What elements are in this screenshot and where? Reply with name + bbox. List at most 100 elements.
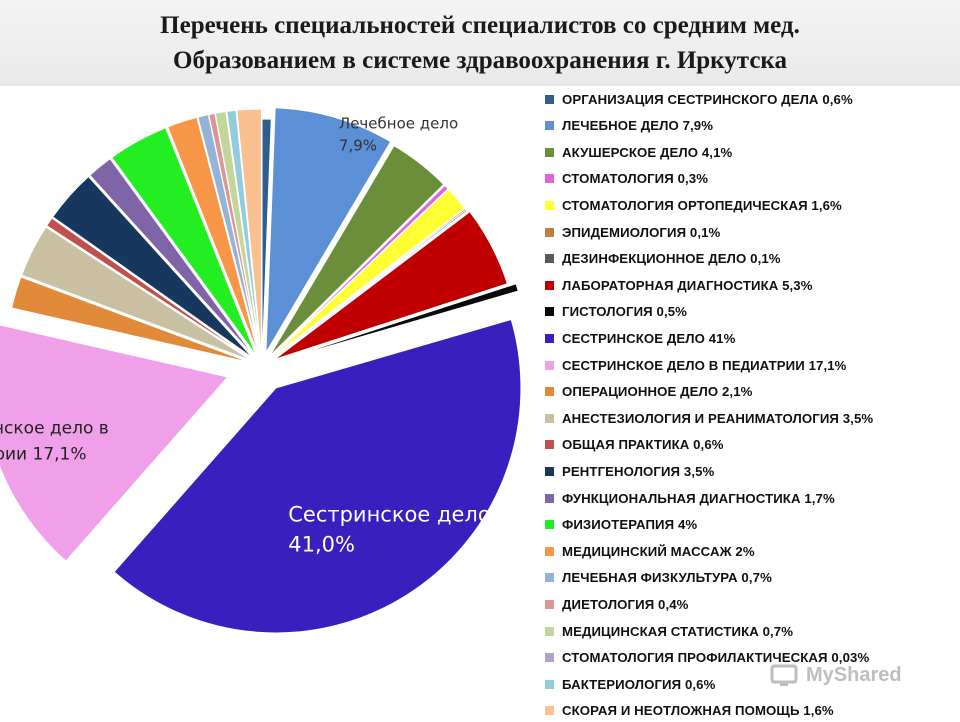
legend-label: СЕСТРИНСКОЕ ДЕЛО В ПЕДИАТРИИ 17,1% — [562, 357, 847, 373]
legend-item: СЕСТРИНСКОЕ ДЕЛО 41% — [545, 327, 735, 349]
legend-swatch — [545, 147, 554, 157]
legend-item: ЛЕЧЕБНАЯ ФИЗКУЛЬТУРА 0,7% — [545, 567, 772, 589]
legend-label: ДЕЗИНФЕКЦИОННОЕ ДЕЛО 0,1% — [562, 251, 781, 267]
legend-item: ЭПИДЕМИОЛОГИЯ 0,1% — [545, 221, 720, 243]
legend-item: АНЕСТЕЗИОЛОГИЯ И РЕАНИМАТОЛОГИЯ 3,5% — [545, 407, 873, 429]
legend-swatch — [545, 573, 554, 583]
slice-data-label: Лечебное дело — [339, 114, 458, 132]
legend-label: СТОМАТОЛОГИЯ ПРОФИЛАКТИЧЕСКАЯ 0,03% — [562, 650, 870, 666]
chart-title-line-1: Перечень специальностей специалистов со … — [160, 12, 800, 39]
legend-swatch — [545, 254, 554, 264]
pie-slice — [261, 118, 272, 365]
pie-slice — [282, 283, 519, 361]
pie-slice — [111, 127, 257, 356]
legend-item: ЛЕЧЕБНОЕ ДЕЛО 7,9% — [545, 115, 713, 137]
pie-slice — [270, 188, 466, 359]
legend-label: ЭПИДЕМИОЛОГИЯ 0,1% — [562, 224, 721, 240]
pie-slice — [52, 175, 254, 359]
pie-slice — [21, 226, 252, 362]
title-bar: Перечень специальностей специалистов со … — [0, 0, 960, 86]
legend-swatch — [545, 466, 554, 476]
legend-swatch — [545, 387, 554, 397]
pie-slice — [268, 144, 445, 357]
legend-swatch — [545, 360, 554, 370]
legend-item: СТОМАТОЛОГИЯ ОРТОПЕДИЧЕСКАЯ 1,6% — [545, 194, 842, 216]
watermark-logo-icon — [770, 664, 798, 686]
legend-label: БАКТЕРИОЛОГИЯ 0,6% — [562, 676, 716, 692]
legend-swatch — [545, 626, 554, 636]
legend-item: ОРГАНИЗАЦИЯ СЕСТРИНСКОГО ДЕЛА 0,6% — [545, 88, 853, 110]
legend-item: СТОМАТОЛОГИЯ ПРОФИЛАКТИЧЕСКАЯ 0,03% — [545, 647, 869, 669]
legend-swatch — [545, 200, 554, 210]
legend-item: ФУНКЦИОНАЛЬНАЯ ДИАГНОСТИКА 1,7% — [545, 487, 835, 509]
legend-label: СКОРАЯ И НЕОТЛОЖНАЯ ПОМОЩЬ 1,6% — [562, 703, 834, 719]
pie-slice — [113, 318, 522, 634]
legend-swatch — [545, 546, 554, 556]
legend-item: СЕСТРИНСКОЕ ДЕЛО В ПЕДИАТРИИ 17,1% — [545, 354, 847, 376]
pie-slice — [226, 109, 262, 355]
slice-data-label: 41,0% — [288, 533, 355, 557]
legend-swatch — [545, 94, 554, 104]
legend-label: ОПЕРАЦИОННОЕ ДЕЛО 2,1% — [562, 384, 753, 400]
legend-item: АКУШЕРСКОЕ ДЕЛО 4,1% — [545, 141, 732, 163]
legend-swatch — [545, 493, 554, 503]
legend-label: ЛАБОРАТОРНАЯ ДИАГНОСТИКА 5,3% — [562, 277, 813, 293]
legend-swatch — [545, 174, 554, 184]
legend-label: ДИЕТОЛОГИЯ 0,4% — [562, 596, 689, 612]
legend-item: ОПЕРАЦИОННОЕ ДЕЛО 2,1% — [545, 381, 752, 403]
pie-slice — [270, 184, 449, 359]
legend-label: ГИСТОЛОГИЯ 0,5% — [562, 304, 687, 320]
pie-slice — [271, 209, 468, 360]
legend-swatch — [545, 333, 554, 343]
legend-swatch — [545, 121, 554, 131]
pie-chart: Лечебное дело 7,9% Сестринское дело в педиа… — [0, 107, 522, 634]
pie-slice — [274, 211, 509, 360]
legend-item: ГИСТОЛОГИЯ 0,5% — [545, 301, 687, 323]
chart-title-line-2: Образованием в системе здравоохранения г… — [173, 47, 787, 74]
legend-item: МЕДИЦИНСКАЯ СТАТИСТИКА 0,7% — [545, 620, 793, 642]
legend-label: РЕНТГЕНОЛОГИЯ 3,5% — [562, 463, 715, 479]
legend-swatch — [545, 679, 554, 689]
legend-label: ФУНКЦИОНАЛЬНАЯ ДИАГНОСТИКА 1,7% — [562, 490, 835, 506]
pie-slice — [265, 107, 392, 353]
legend-swatch — [545, 440, 554, 450]
legend-item: МЕДИЦИНСКИЙ МАССАЖ 2% — [545, 540, 755, 562]
pie-slice — [236, 108, 262, 355]
pie-slice — [89, 158, 255, 358]
legend-item: ФИЗИОТЕРАПИЯ 4% — [545, 514, 697, 536]
legend-item: РЕНТГЕНОЛОГИЯ 3,5% — [545, 460, 714, 482]
legend-label: АНЕСТЕЗИОЛОГИЯ И РЕАНИМАТОЛОГИЯ 3,5% — [562, 410, 874, 426]
slice-data-label: 7,9% — [339, 136, 377, 154]
slice-data-label: Сестринское дело в — [0, 418, 109, 438]
legend-label: ЛЕЧЕБНАЯ ФИЗКУЛЬТУРА 0,7% — [562, 570, 772, 586]
legend-item: СТОМАТОЛОГИЯ 0,3% — [545, 168, 708, 190]
legend-item: СКОРАЯ И НЕОТЛОЖНАЯ ПОМОЩЬ 1,6% — [545, 700, 834, 722]
legend-label: СЕСТРИНСКОЕ ДЕЛО 41% — [562, 330, 736, 346]
legend-label: ОБЩАЯ ПРАКТИКА 0,6% — [562, 437, 724, 453]
legend-swatch — [545, 280, 554, 290]
legend-label: МЕДИЦИНСКАЯ СТАТИСТИКА 0,7% — [562, 623, 794, 639]
legend-swatch — [545, 520, 554, 530]
legend-swatch — [545, 599, 554, 609]
legend-item: ДЕЗИНФЕКЦИОННОЕ ДЕЛО 0,1% — [545, 248, 781, 270]
watermark-text: MyShared — [806, 663, 902, 686]
pie-slice — [45, 217, 253, 360]
legend-item: ОБЩАЯ ПРАКТИКА 0,6% — [545, 434, 724, 456]
legend-swatch — [545, 706, 554, 716]
watermark: MyShared — [770, 662, 902, 688]
pie-slice — [11, 276, 251, 364]
legend-item: БАКТЕРИОЛОГИЯ 0,6% — [545, 673, 715, 695]
legend-item: ДИЕТОЛОГИЯ 0,4% — [545, 593, 689, 615]
legend-swatch — [545, 227, 554, 237]
legend-label: СТОМАТОЛОГИЯ 0,3% — [562, 171, 709, 187]
legend-label: МЕДИЦИНСКИЙ МАССАЖ 2% — [562, 543, 755, 559]
legend-swatch — [545, 413, 554, 423]
legend-label: ОРГАНИЗАЦИЯ СЕСТРИНСКОГО ДЕЛА 0,6% — [562, 91, 853, 107]
slice-data-label: Сестринское дело — [288, 503, 490, 527]
legend-label: СТОМАТОЛОГИЯ ОРТОПЕДИЧЕСКАЯ 1,6% — [562, 197, 842, 213]
slice-data-label: педиатрии 17,1% — [0, 444, 87, 464]
legend-label: АКУШЕРСКОЕ ДЕЛО 4,1% — [562, 144, 733, 160]
legend-item: ЛАБОРАТОРНАЯ ДИАГНОСТИКА 5,3% — [545, 274, 813, 296]
pie-slice — [0, 324, 229, 562]
legend-swatch — [545, 653, 554, 663]
